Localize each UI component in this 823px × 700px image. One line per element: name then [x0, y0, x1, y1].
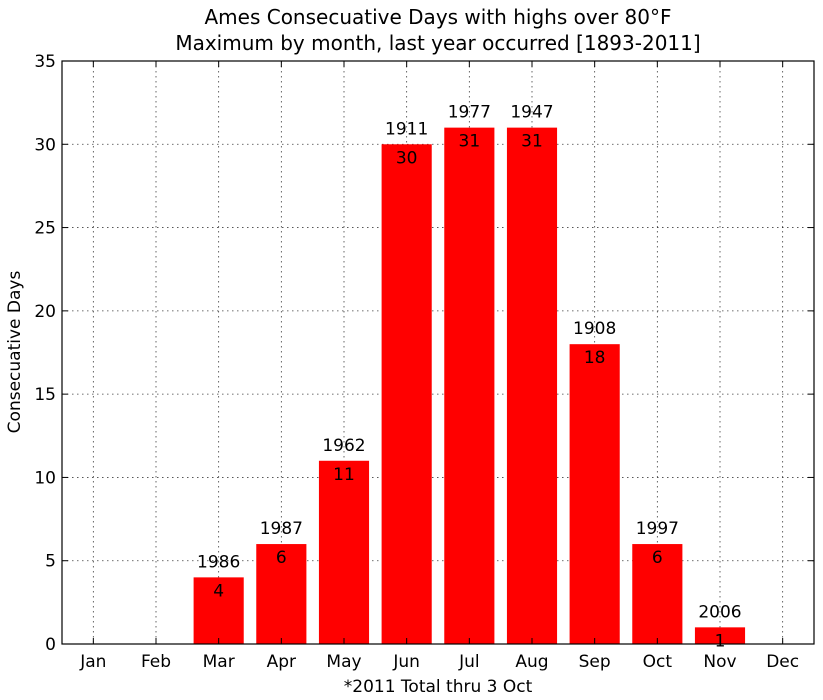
- bar-jul: [444, 127, 495, 645]
- x-tick-label: Jun: [392, 652, 420, 672]
- bar-jun: [381, 144, 432, 645]
- year-label-nov: 2006: [698, 602, 741, 622]
- year-label-mar: 1986: [197, 552, 240, 572]
- year-label-oct: 1997: [636, 519, 679, 539]
- x-tick-label: Jan: [79, 652, 106, 672]
- value-label-oct: 6: [652, 548, 663, 568]
- year-label-sep: 1908: [573, 319, 616, 339]
- value-label-may: 11: [333, 465, 355, 485]
- year-label-aug: 1947: [510, 103, 553, 123]
- x-tick-label: Dec: [766, 652, 799, 672]
- bars: [193, 127, 746, 645]
- y-tick-label: 35: [34, 52, 56, 72]
- value-label-sep: 18: [584, 348, 606, 368]
- value-label-jul: 31: [459, 132, 481, 152]
- y-tick-label: 30: [34, 135, 56, 155]
- bar-may: [318, 460, 370, 644]
- y-tick-label: 5: [45, 552, 56, 572]
- y-tick-label: 25: [34, 219, 56, 239]
- x-tick-label: Jul: [458, 652, 480, 672]
- x-tick-label: Feb: [141, 652, 171, 672]
- bar-oct: [632, 544, 683, 644]
- y-axis-label: Consecuative Days: [5, 271, 25, 434]
- x-tick-label: Apr: [267, 652, 296, 672]
- bar-aug: [506, 127, 558, 645]
- x-tick-label: May: [326, 652, 361, 672]
- value-label-aug: 31: [521, 132, 543, 152]
- year-label-may: 1962: [322, 436, 365, 456]
- year-label-jul: 1977: [448, 103, 491, 123]
- grid-lines: [62, 61, 814, 644]
- value-label-apr: 6: [276, 548, 287, 568]
- x-axis-label: *2011 Total thru 3 Oct: [344, 677, 533, 697]
- bar-sep: [569, 344, 620, 644]
- y-tick-label: 15: [34, 385, 56, 405]
- x-tick-label: Nov: [703, 652, 736, 672]
- bar-apr: [256, 544, 307, 644]
- y-tick-label: 0: [45, 635, 56, 655]
- chart-subtitle: Maximum by month, last year occurred [18…: [175, 31, 700, 55]
- x-tick-label: Mar: [203, 652, 235, 672]
- bar-mar: [193, 577, 244, 644]
- year-label-jun: 1911: [385, 119, 428, 139]
- x-tick-label: Aug: [515, 652, 548, 672]
- value-label-jun: 30: [396, 148, 418, 168]
- bar-nov: [694, 627, 746, 644]
- y-tick-label: 20: [34, 302, 56, 322]
- axes: 0 5 10 15 20 25 30 35 Jan Feb Mar Apr May Jun Jul Aug Se…: [34, 52, 814, 672]
- chart-title: Ames Consecuative Days with highs over 8…: [204, 5, 671, 29]
- year-label-apr: 1987: [260, 519, 303, 539]
- y-tick-label: 10: [34, 468, 56, 488]
- x-tick-label: Sep: [579, 652, 611, 672]
- x-tick-label: Oct: [643, 652, 673, 672]
- value-label-mar: 4: [213, 581, 224, 601]
- plot-frame: [61, 60, 815, 645]
